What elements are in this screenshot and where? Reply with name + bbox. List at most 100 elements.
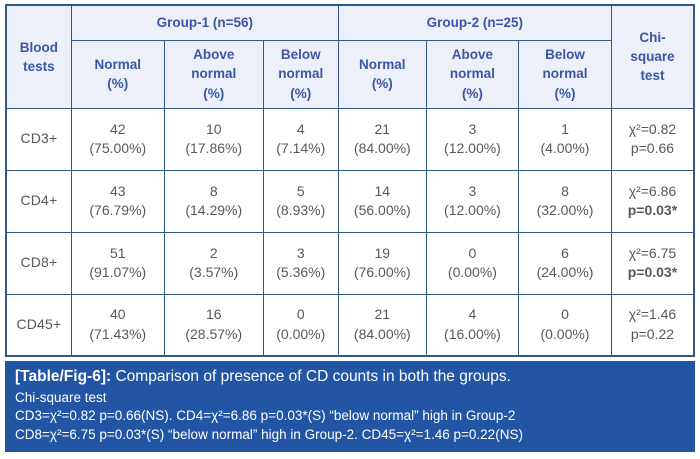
table-row-cd8: CD8+ 51 (91.07%) 2 (3.57%) 3 (5.36%) 19 … <box>5 231 695 295</box>
data-cell: 3 (12.00%) <box>425 169 520 233</box>
cell-count: 8 <box>209 182 218 199</box>
p-value: p=0.22 <box>630 325 675 342</box>
table-row-cd4: CD4+ 43 (76.79%) 8 (14.29%) 5 (8.93%) 14… <box>5 169 695 233</box>
caption-note-line: Chi-square test <box>15 390 107 405</box>
cell-count: 0 <box>296 306 305 323</box>
cell-percent: (84.00%) <box>353 325 411 342</box>
data-cell: 4 (16.00%) <box>425 293 520 357</box>
cell-percent: (4.00%) <box>540 140 590 156</box>
cell-count: 5 <box>296 182 305 199</box>
chi-stat: χ²=6.75 <box>628 244 677 261</box>
p-value: p=0.66 <box>630 140 675 156</box>
table-row-cd45: CD45+ 40 (71.43%) 16 (28.57%) 0 (0.00%) … <box>5 293 695 357</box>
cell-percent: (56.00%) <box>353 202 411 218</box>
cell-percent: (12.00%) <box>444 140 501 156</box>
cell-count: 14 <box>374 182 391 199</box>
caption-note-line: CD3=χ²=0.82 p=0.66(NS). CD4=χ²=6.86 p=0.… <box>15 408 516 424</box>
p-value: p=0.03* <box>627 202 678 218</box>
g2-normal-header: Normal (%) <box>337 39 427 109</box>
cell-count: 21 <box>374 306 391 323</box>
cell-percent: (32.00%) <box>536 202 594 218</box>
cell-count: 0 <box>561 306 569 323</box>
cell-count: 6 <box>561 244 569 261</box>
data-cell: 8 (32.00%) <box>518 169 612 233</box>
cell-percent: (84.00%) <box>353 140 411 156</box>
cell-count: 40 <box>110 306 126 323</box>
cell-count: 3 <box>468 182 477 199</box>
figure-title: Comparison of presence of CD counts in b… <box>115 368 511 385</box>
g1-above-normal-header: Above normal (%) <box>163 39 264 109</box>
cell-percent: (14.29%) <box>185 202 243 218</box>
p-value: p=0.03* <box>627 264 678 280</box>
blood-tests-header: Blood tests <box>5 4 72 109</box>
cell-percent: (12.00%) <box>444 202 501 218</box>
row-label: CD8+ <box>5 231 72 295</box>
cell-count: 10 <box>205 120 222 137</box>
cell-percent: (24.00%) <box>536 264 594 280</box>
data-cell: 0 (0.00%) <box>425 231 520 295</box>
cell-count: 21 <box>374 120 391 137</box>
chi-square-cell: χ²=1.46 p=0.22 <box>610 293 695 357</box>
data-cell: 19 (76.00%) <box>337 231 427 295</box>
chi-square-cell: χ²=0.82 p=0.66 <box>610 107 695 171</box>
data-cell: 21 (84.00%) <box>337 107 427 171</box>
g1-below-normal-header: Below normal (%) <box>262 39 339 109</box>
chi-square-cell: χ²=6.86 p=0.03* <box>610 169 695 233</box>
data-cell: 0 (0.00%) <box>518 293 612 357</box>
cell-percent: (91.07%) <box>89 264 147 280</box>
data-cell: 10 (17.86%) <box>163 107 264 171</box>
cell-percent: (76.00%) <box>353 264 411 280</box>
cell-percent: (5.36%) <box>276 264 326 280</box>
cell-count: 0 <box>468 244 477 261</box>
cell-count: 4 <box>296 120 305 137</box>
cd-counts-table: Blood tests Group-1 (n=56) Group-2 (n=25… <box>5 4 695 357</box>
table-row-cd3: CD3+ 42 (75.00%) 10 (17.86%) 4 (7.14%) 2… <box>5 107 695 171</box>
chi-stat: χ²=6.86 <box>628 182 677 199</box>
cell-count: 1 <box>561 120 569 137</box>
cell-percent: (71.43%) <box>89 325 147 342</box>
cell-count: 16 <box>205 306 222 323</box>
caption-note-line: CD8=χ²=6.75 p=0.03*(S) “below normal” hi… <box>15 426 523 442</box>
cell-percent: (28.57%) <box>185 325 243 342</box>
data-cell: 3 (12.00%) <box>425 107 520 171</box>
data-cell: 14 (56.00%) <box>337 169 427 233</box>
data-cell: 42 (75.00%) <box>70 107 165 171</box>
group-header-row: Blood tests Group-1 (n=56) Group-2 (n=25… <box>5 4 695 109</box>
data-cell: 21 (84.00%) <box>337 293 427 357</box>
row-label: CD45+ <box>5 293 72 357</box>
cell-count: 2 <box>209 244 218 261</box>
cell-percent: (0.00%) <box>447 264 497 280</box>
row-label: CD3+ <box>5 107 72 171</box>
data-cell: 40 (71.43%) <box>70 293 165 357</box>
data-cell: 51 (91.07%) <box>70 231 165 295</box>
cell-percent: (75.00%) <box>89 140 147 156</box>
data-cell: 1 (4.00%) <box>518 107 612 171</box>
data-cell: 43 (76.79%) <box>70 169 165 233</box>
cell-count: 19 <box>374 244 391 261</box>
cell-percent: (3.57%) <box>189 264 239 280</box>
cell-percent: (17.86%) <box>185 140 243 156</box>
cell-count: 4 <box>468 306 477 323</box>
data-cell: 16 (28.57%) <box>163 293 264 357</box>
data-cell: 8 (14.29%) <box>163 169 264 233</box>
chi-square-cell: χ²=6.75 p=0.03* <box>610 231 695 295</box>
figure-caption: [Table/Fig-6]: Comparison of presence of… <box>5 361 695 453</box>
data-cell: 3 (5.36%) <box>262 231 339 295</box>
caption-title-line: [Table/Fig-6]: Comparison of presence of… <box>15 368 685 386</box>
cell-percent: (0.00%) <box>276 325 326 342</box>
cell-count: 3 <box>468 120 477 137</box>
g2-above-normal-header: Above normal (%) <box>425 39 520 109</box>
g1-normal-header: Normal (%) <box>70 39 165 109</box>
chi-square-header: Chi- square test <box>610 4 695 109</box>
cell-percent: (8.93%) <box>276 202 326 218</box>
row-label: CD4+ <box>5 169 72 233</box>
group2-header: Group-2 (n=25) <box>337 4 612 41</box>
chi-stat: χ²=1.46 <box>628 306 677 323</box>
data-cell: 0 (0.00%) <box>262 293 339 357</box>
g2-below-normal-header: Below normal (%) <box>518 39 612 109</box>
data-cell: 4 (7.14%) <box>262 107 339 171</box>
cell-percent: (76.79%) <box>89 202 147 218</box>
cell-count: 42 <box>110 120 126 137</box>
cell-percent: (7.14%) <box>276 140 326 156</box>
